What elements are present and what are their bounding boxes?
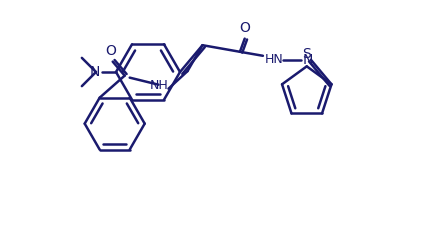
Text: N: N [90,65,100,79]
Text: O: O [239,21,250,35]
Text: NH: NH [150,79,168,92]
Text: O: O [105,44,116,58]
Text: N: N [303,53,313,67]
Text: S: S [302,47,311,61]
Text: HN: HN [265,53,284,66]
